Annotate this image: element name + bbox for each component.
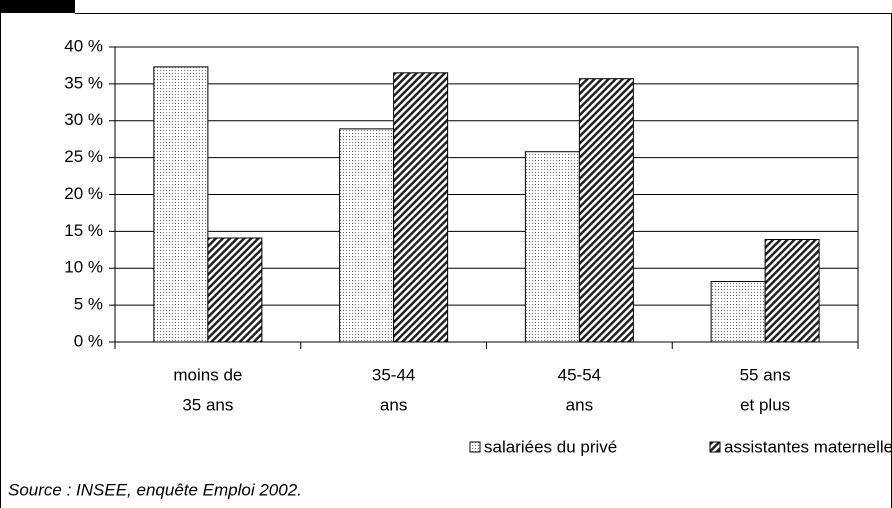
corner-tab	[0, 0, 75, 13]
x-tick-label: 55 ans	[740, 365, 791, 384]
bar	[339, 128, 395, 343]
x-tick-label: 35-44	[372, 365, 415, 384]
legend-label: assistantes maternelles	[724, 437, 892, 456]
legend-label: salariées du privé	[484, 437, 617, 456]
bar	[578, 78, 634, 343]
y-tick-label: 0 %	[74, 331, 103, 350]
x-tick-label: 45-54	[558, 365, 601, 384]
y-tick-label: 20 %	[64, 184, 103, 203]
x-tick-label: et plus	[740, 395, 790, 414]
bar	[393, 72, 449, 343]
bar	[710, 281, 766, 343]
y-tick-label: 10 %	[64, 258, 103, 277]
x-tick-label: moins de	[173, 365, 242, 384]
y-tick-label: 30 %	[64, 110, 103, 129]
bar	[764, 238, 820, 343]
y-tick-label: 15 %	[64, 221, 103, 240]
y-tick-label: 35 %	[64, 73, 103, 92]
x-tick-label: 35 ans	[182, 395, 233, 414]
y-tick-label: 40 %	[64, 36, 103, 55]
y-tick-label: 5 %	[74, 295, 103, 314]
source-note: Source : INSEE, enquête Emploi 2002.	[8, 480, 302, 499]
legend-swatch	[469, 441, 481, 453]
bar	[153, 66, 209, 343]
bar	[207, 237, 263, 343]
bar	[524, 151, 580, 343]
y-tick-label: 25 %	[64, 147, 103, 166]
legend-swatch	[709, 441, 721, 453]
x-tick-label: ans	[380, 395, 407, 414]
x-tick-label: ans	[566, 395, 593, 414]
